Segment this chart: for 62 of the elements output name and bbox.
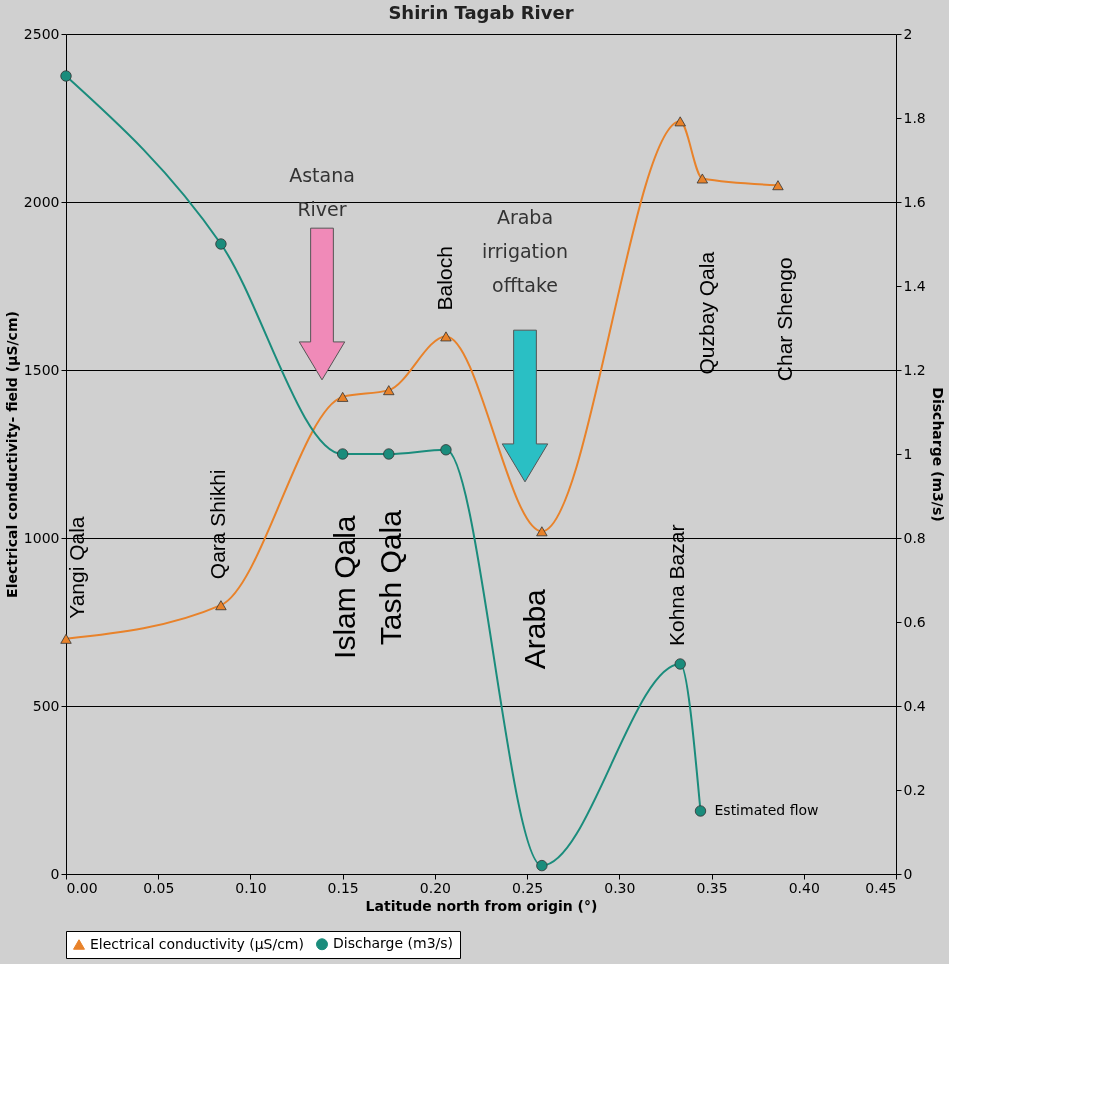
chart-title: Shirin Tagab River [388, 2, 574, 23]
y-tick-label: 0 [50, 865, 60, 882]
y2-tick-label: 1.2 [903, 361, 926, 378]
x-tick-label: 0.05 [143, 879, 175, 896]
point [337, 391, 349, 402]
point [694, 805, 707, 817]
x-tick-label: 0.10 [235, 879, 267, 896]
point [215, 238, 227, 250]
point [383, 385, 395, 396]
y2-tick-label: 0.6 [903, 613, 926, 630]
x-tick-label: 0.20 [419, 879, 451, 896]
annotation: Estimated flow [714, 802, 819, 818]
y2-tick-label: 1.4 [903, 277, 926, 294]
y2-tick-label: 1.8 [903, 109, 926, 126]
x-tick-label: 0.25 [512, 879, 544, 896]
annotation: Yangi Qala [65, 516, 88, 619]
annotation: Baloch [432, 246, 456, 311]
y2-tick-label: 0.8 [903, 529, 926, 546]
y-tick-label: 1500 [23, 361, 60, 378]
y-tick-label: 2500 [23, 25, 60, 42]
point [440, 331, 452, 342]
annotation: Kohna Bazar [665, 524, 689, 646]
point [772, 180, 784, 191]
point [536, 526, 548, 537]
annotation: Astana River [289, 164, 355, 220]
annotation: Quzbay Qala [695, 251, 719, 375]
x-tick-label: 0.00 [66, 879, 98, 896]
point [60, 70, 72, 82]
y-tick-label: 1000 [23, 529, 60, 546]
y2-tick-label: 0.2 [903, 781, 926, 798]
annotation: Qara Shikhi [205, 469, 229, 580]
point [337, 448, 349, 460]
y2-tick-label: 1.6 [903, 193, 926, 210]
y2-tick-label: 1 [903, 445, 913, 462]
annotation: Tash Qala [373, 509, 407, 646]
point [536, 859, 548, 872]
point [60, 633, 72, 644]
y2-tick-label: 2 [903, 25, 913, 42]
x-tick-label: 0.40 [788, 879, 820, 896]
x-axis-title: Latitude north from origin (°) [365, 897, 598, 914]
legend-label: Electrical conductivity (µS/cm) [90, 935, 304, 952]
y-tick-label: 500 [32, 697, 60, 714]
x-tick-label: 0.35 [696, 879, 728, 896]
annotation: Araba [517, 588, 551, 670]
annotation: Char Shengo [772, 257, 796, 382]
legend-label: Discharge (m3/s) [333, 935, 454, 952]
y-axis-title: Electrical conductivity- field (µS/cm) [3, 311, 20, 598]
point [383, 448, 395, 460]
y2-tick-label: 0.4 [903, 697, 926, 714]
point [215, 600, 227, 611]
x-tick-label: 0.30 [604, 879, 636, 896]
annotation: Araba irrigation offtake [482, 206, 568, 296]
x-tick-label: 0.45 [865, 879, 897, 896]
y-tick-label: 2000 [23, 193, 60, 210]
y2-tick-label: 0 [903, 865, 913, 882]
point [696, 173, 708, 184]
y2-axis-title: Discharge (m3/s) [929, 387, 946, 522]
annotation: Islam Qala [327, 515, 361, 659]
x-tick-label: 0.15 [327, 879, 359, 896]
point [674, 116, 686, 127]
point [674, 658, 686, 670]
point [440, 444, 452, 456]
